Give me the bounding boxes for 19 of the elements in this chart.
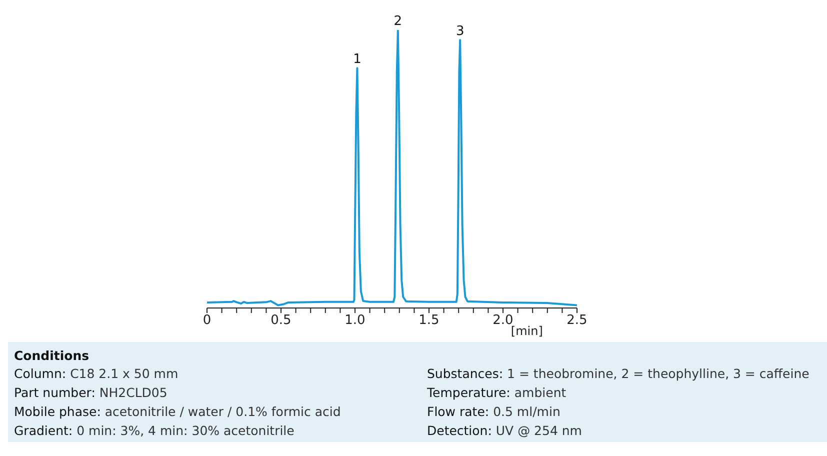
- text: Part number: NH2CLD05: [14, 385, 168, 400]
- x-tick-label: 2.0: [492, 313, 514, 328]
- annotation: 1: [353, 52, 362, 68]
- x-tick-label: 1.0: [344, 313, 366, 328]
- x-tick-label: 0.5: [270, 313, 292, 328]
- text: Gradient: 0 min: 3%, 4 min: 30% acetonitrile: [14, 423, 294, 438]
- x-axis-title: [min]: [510, 324, 543, 338]
- text: Flow rate: 0.5 ml/min: [427, 404, 560, 419]
- x-tick-label: 1.5: [418, 313, 440, 328]
- text: Substances: 1 = theobromine, 2 = theophylline, 3 = caffeine: [427, 366, 810, 381]
- text: Temperature: ambient: [427, 385, 566, 400]
- annotation: 2: [394, 14, 402, 29]
- text: Column: C18 2.1 x 50 mm: [14, 366, 178, 381]
- x-tick-label: 0: [202, 313, 212, 328]
- text: Conditions: [14, 348, 90, 363]
- text: Mobile phase: acetonitrile / water / 0.1% formic acid: [14, 404, 341, 419]
- text: Detection: UV @ 254 nm: [427, 423, 582, 438]
- x-tick-label: 2.5: [566, 313, 588, 328]
- annotation: 3: [456, 24, 464, 40]
